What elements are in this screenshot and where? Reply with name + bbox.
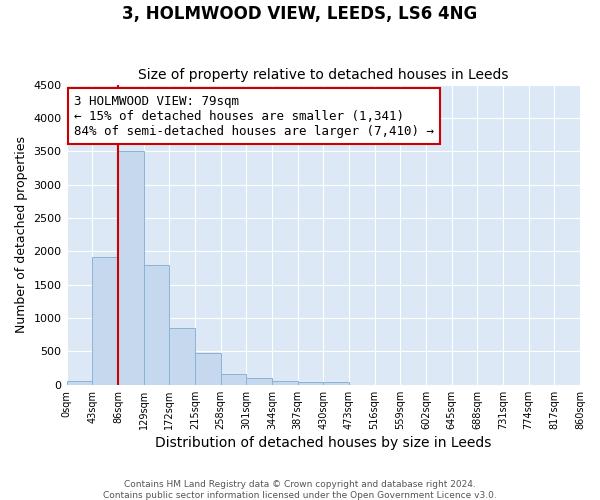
X-axis label: Distribution of detached houses by size in Leeds: Distribution of detached houses by size … xyxy=(155,436,491,450)
Bar xyxy=(246,378,272,385)
Bar xyxy=(92,256,118,385)
Y-axis label: Number of detached properties: Number of detached properties xyxy=(15,136,28,333)
Bar xyxy=(118,152,143,385)
Bar xyxy=(195,354,221,385)
Text: Contains HM Land Registry data © Crown copyright and database right 2024.
Contai: Contains HM Land Registry data © Crown c… xyxy=(103,480,497,500)
Bar xyxy=(298,382,323,385)
Bar xyxy=(221,374,246,385)
Bar xyxy=(323,382,349,385)
Bar xyxy=(143,264,169,385)
Text: 3 HOLMWOOD VIEW: 79sqm
← 15% of detached houses are smaller (1,341)
84% of semi-: 3 HOLMWOOD VIEW: 79sqm ← 15% of detached… xyxy=(74,94,434,138)
Bar xyxy=(169,328,195,385)
Title: Size of property relative to detached houses in Leeds: Size of property relative to detached ho… xyxy=(138,68,509,82)
Text: 3, HOLMWOOD VIEW, LEEDS, LS6 4NG: 3, HOLMWOOD VIEW, LEEDS, LS6 4NG xyxy=(122,5,478,23)
Bar xyxy=(67,382,92,385)
Bar xyxy=(272,381,298,385)
